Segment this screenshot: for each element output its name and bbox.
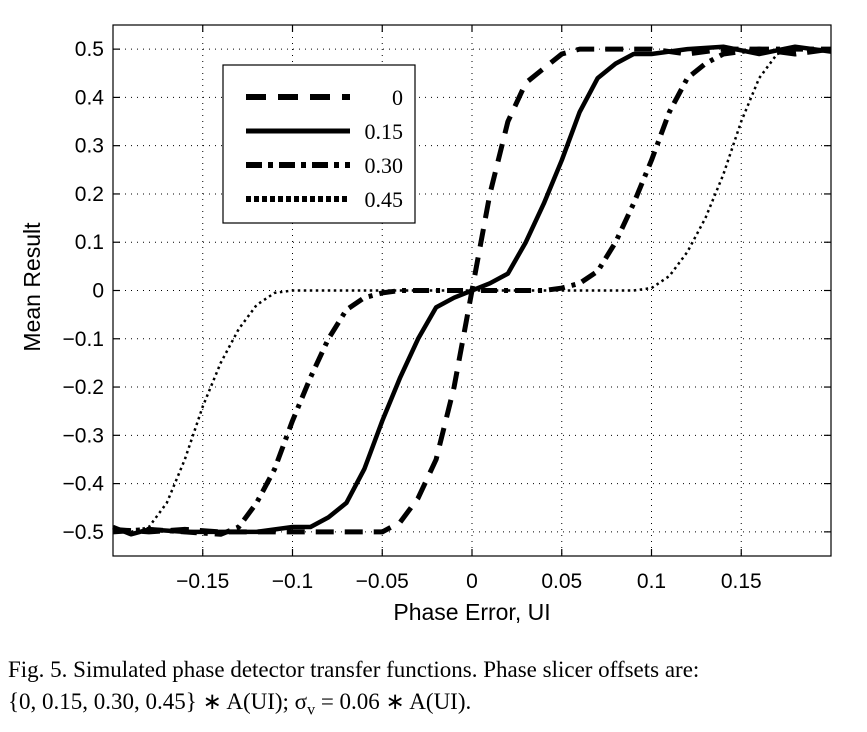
legend-label-2: 0.30 [365, 153, 404, 178]
figure-caption: Fig. 5. Simulated phase detector transfe… [8, 654, 858, 727]
axis-ticks: −0.15 −0.1 −0.05 0 0.05 0.1 0.15 0.5 0.4 0.3 0.2 0.… [63, 25, 831, 593]
x-tick-label: −0.1 [272, 570, 313, 593]
series-line-3 [113, 47, 831, 534]
x-axis-label: Phase Error, UI [393, 599, 550, 625]
y-tick-label: −0.1 [63, 328, 104, 351]
y-axis-label: Mean Result [19, 222, 45, 352]
caption-line-2-rest: = 0.06 ∗ A(UI). [315, 689, 472, 714]
caption-line-2-subscript: v [307, 701, 316, 719]
y-tick-label: 0.2 [75, 183, 104, 206]
x-tick-label: −0.05 [356, 570, 409, 593]
phase-detector-chart: −0.15 −0.1 −0.05 0 0.05 0.1 0.15 0.5 0.4 0.3 0.2 0.… [19, 24, 832, 625]
y-tick-label: −0.3 [63, 424, 104, 447]
legend-label-1: 0.15 [365, 119, 404, 144]
x-tick-label: 0.15 [721, 570, 762, 593]
x-tick-label: 0.1 [637, 570, 666, 593]
y-tick-label: −0.4 [63, 473, 105, 496]
legend-label-0: 0 [392, 85, 403, 110]
series-line-1 [112, 44, 832, 537]
legend: 0 0.15 0.30 0.45 [222, 64, 416, 224]
y-tick-label: 0.3 [75, 135, 104, 158]
x-tick-label: 0.05 [541, 570, 582, 593]
caption-line-1: Fig. 5. Simulated phase detector transfe… [8, 657, 700, 682]
series-lines [112, 44, 832, 537]
caption-line-2-text: {0, 0.15, 0.30, 0.45} ∗ A(UI); σ [8, 689, 308, 714]
y-tick-label: −0.5 [63, 521, 104, 544]
y-tick-label: 0.5 [75, 38, 104, 61]
x-tick-label: −0.15 [176, 570, 229, 593]
x-tick-label: 0 [466, 570, 478, 593]
legend-label-3: 0.45 [365, 187, 404, 212]
y-tick-label: 0.1 [75, 231, 104, 254]
y-tick-label: 0.4 [75, 86, 105, 109]
y-tick-label: −0.2 [63, 376, 104, 399]
y-tick-label: 0 [92, 280, 104, 303]
caption-line-2: {0, 0.15, 0.30, 0.45} ∗ A(UI); σv = 0.06… [8, 686, 858, 727]
